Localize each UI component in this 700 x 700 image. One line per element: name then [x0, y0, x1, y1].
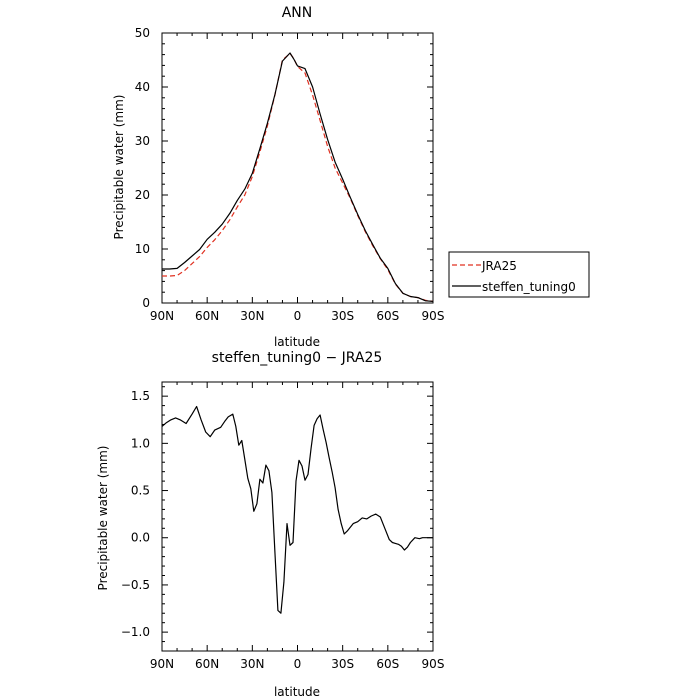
y-tick-label: −1.0 [121, 625, 150, 639]
x-tick-label: 90S [422, 657, 445, 671]
legend-label-jra25: JRA25 [481, 259, 517, 273]
x-tick-label: 60S [376, 309, 399, 323]
x-tick-label: 0 [294, 309, 302, 323]
top-x-axis-label: latitude [274, 335, 320, 349]
x-tick-label: 90N [150, 657, 174, 671]
y-tick-label: 0 [142, 296, 150, 310]
top-y-axis-label: Precipitable water (mm) [112, 95, 126, 240]
y-tick-label: 10 [135, 242, 150, 256]
bottom-x-axis-label: latitude [274, 685, 320, 699]
y-tick-label: 30 [135, 134, 150, 148]
plot-frame [161, 32, 434, 304]
x-tick-label: 30N [240, 657, 264, 671]
top-panel: ANN latitude Precipitable water (mm) 90N… [112, 5, 444, 349]
bottom-y-axis-label: Precipitable water (mm) [96, 446, 110, 591]
x-tick-label: 60N [195, 309, 219, 323]
top-chart-title: ANN [282, 5, 313, 21]
y-tick-label: 40 [135, 80, 150, 94]
bottom-panel: steffen_tuning0 − JRA25 latitude Precipi… [96, 350, 444, 699]
legend-box [448, 251, 590, 298]
y-tick-label: 1.5 [131, 389, 150, 403]
bottom-chart-title: steffen_tuning0 − JRA25 [212, 350, 383, 366]
legend: JRA25 steffen_tuning0 [448, 251, 590, 298]
y-tick-label: 0.0 [131, 531, 150, 545]
series-line-jra25 [162, 52, 434, 302]
y-tick-label: 20 [135, 188, 150, 202]
y-tick-label: 50 [135, 26, 150, 40]
x-tick-label: 60S [376, 657, 399, 671]
x-tick-label: 30S [331, 309, 354, 323]
series-line-difference [161, 405, 433, 614]
x-tick-label: 60N [195, 657, 219, 671]
y-tick-label: −0.5 [121, 578, 150, 592]
legend-label-steffen: steffen_tuning0 [482, 280, 576, 294]
series-line-steffen-tuning0 [162, 52, 434, 302]
x-tick-label: 30N [240, 309, 264, 323]
x-tick-label: 30S [331, 657, 354, 671]
x-tick-label: 90N [150, 309, 174, 323]
y-tick-label: 0.5 [131, 484, 150, 498]
x-tick-label: 90S [422, 309, 445, 323]
y-tick-label: 1.0 [131, 436, 150, 450]
x-tick-label: 0 [294, 657, 302, 671]
